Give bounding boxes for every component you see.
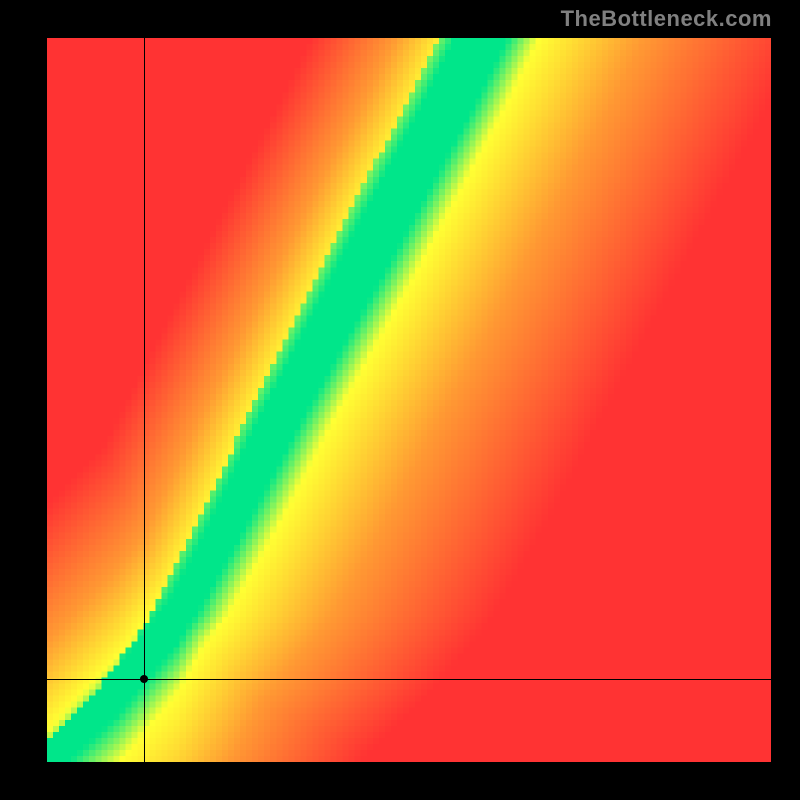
chart-container: TheBottleneck.com <box>0 0 800 800</box>
crosshair-horizontal <box>47 679 771 680</box>
crosshair-vertical <box>144 38 145 762</box>
crosshair-marker-dot <box>140 675 148 683</box>
watermark-text: TheBottleneck.com <box>561 6 772 32</box>
heatmap-plot <box>47 38 771 762</box>
heatmap-canvas <box>47 38 771 762</box>
